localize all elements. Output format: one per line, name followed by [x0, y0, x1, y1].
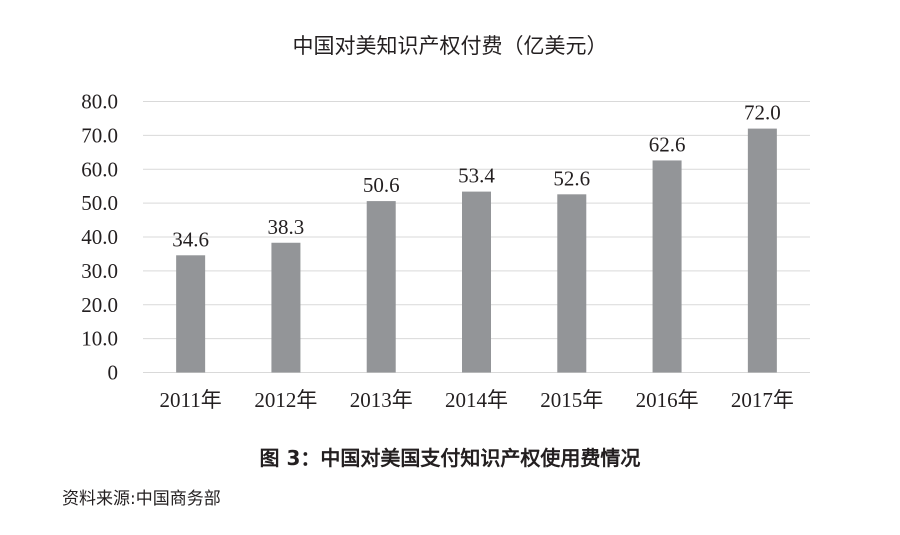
y-tick-label: 60.0 [81, 157, 118, 181]
bar [747, 128, 777, 373]
y-tick-label: 70.0 [81, 123, 118, 147]
y-tick-label: 30.0 [81, 259, 118, 283]
data-label: 38.3 [268, 215, 305, 239]
bar [176, 255, 206, 373]
x-tick-label: 2017年 [731, 388, 794, 412]
figure-caption: 图 3：中国对美国支付知识产权使用费情况 [259, 446, 641, 470]
y-tick-label: 10.0 [81, 327, 118, 351]
x-tick-label: 2015年 [540, 388, 603, 412]
data-label: 72.0 [744, 101, 781, 125]
y-tick-label: 20.0 [81, 293, 118, 317]
data-label: 50.6 [363, 173, 400, 197]
y-tick-label: 40.0 [81, 225, 118, 249]
x-tick-label: 2014年 [445, 388, 508, 412]
data-label: 52.6 [553, 166, 590, 190]
x-tick-label: 2013年 [350, 388, 413, 412]
y-tick-label: 80.0 [81, 90, 118, 114]
bar-chart: 0 10.0 20.0 30.0 40.0 50.0 60.0 70.0 80.0 34.6 201… [81, 90, 810, 412]
bar [557, 194, 587, 373]
x-tick-label: 2011年 [160, 388, 222, 412]
y-tick-label: 0 [108, 361, 119, 385]
x-tick-label: 2012年 [254, 388, 317, 412]
bar [652, 160, 682, 373]
source-note: 资料来源:中国商务部 [62, 489, 221, 509]
y-tick-label: 50.0 [81, 191, 118, 215]
bar [366, 201, 396, 373]
chart-title: 中国对美知识产权付费（亿美元） [292, 34, 608, 58]
data-label: 53.4 [458, 164, 495, 188]
data-label: 34.6 [172, 227, 209, 251]
x-tick-label: 2016年 [636, 388, 699, 412]
bar [462, 191, 491, 373]
bar [271, 242, 301, 373]
data-label: 62.6 [649, 132, 686, 156]
